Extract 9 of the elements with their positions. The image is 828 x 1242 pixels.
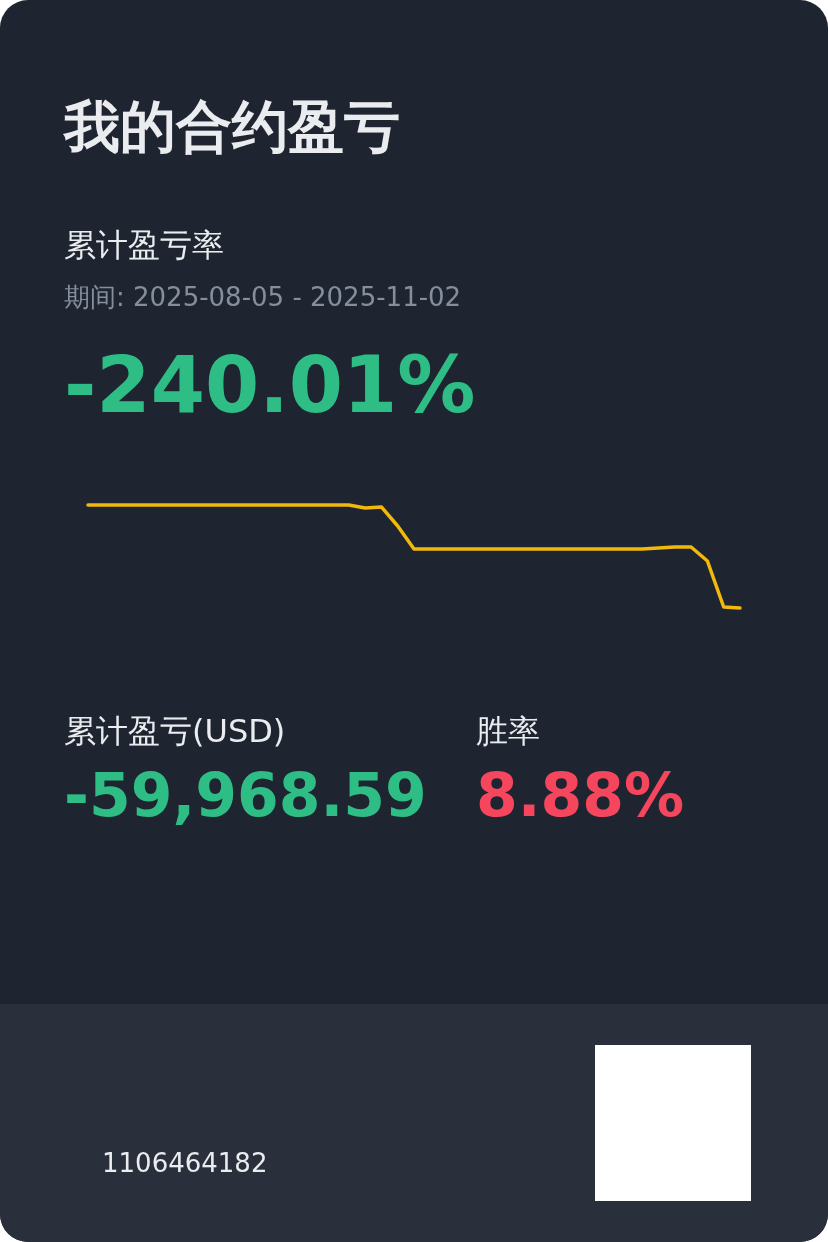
text: 1106464182 [102,1148,268,1178]
text: 胜率 [476,712,540,750]
text: 期间: 2025-08-05 - 2025-11-02 [64,282,462,312]
text: -240.01% [64,340,476,430]
chart-subtitle: 累计盈亏率 [64,226,224,264]
text: -59,968.59 [64,760,427,830]
text: 8.88% [476,760,685,830]
text: 累计盈亏(USD) [64,712,286,750]
chart-title: 我的合约盈亏 [62,94,400,159]
